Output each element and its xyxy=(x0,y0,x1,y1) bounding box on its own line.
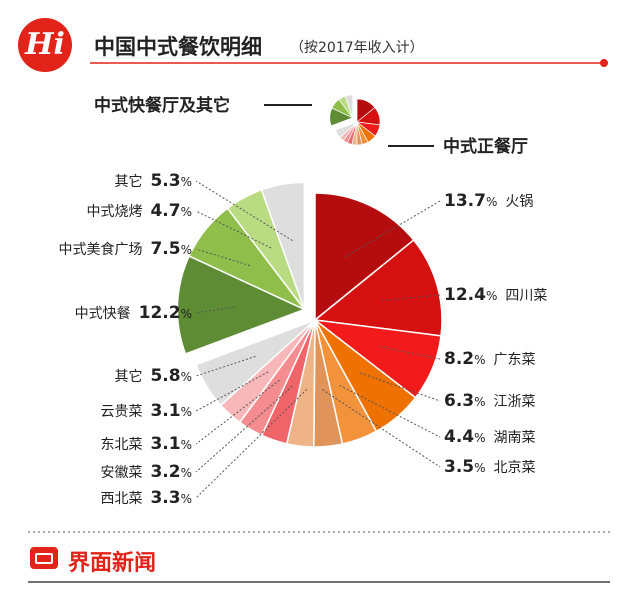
footer-brand-name: 界面新闻 xyxy=(68,551,157,576)
pie-group-formal xyxy=(195,192,443,448)
pie-slice-2 xyxy=(313,239,443,337)
slice-label-15: 其它 5.3% xyxy=(114,171,293,242)
slice-label-text-5: 4.4% 湖南菜 xyxy=(444,427,536,447)
leader-line-13 xyxy=(195,248,251,267)
slice-label-text-6: 3.5% 北京菜 xyxy=(444,457,536,477)
brand-logo-badge: Hi xyxy=(18,18,72,72)
leader-line-9 xyxy=(195,379,280,445)
thumbnail-slice-11 xyxy=(335,121,358,138)
slice-label-text-14: 中式烧烤 4.7% xyxy=(86,201,192,221)
slice-label-text-7: 西北菜 3.3% xyxy=(100,488,192,508)
slice-label-text-9: 东北菜 3.1% xyxy=(100,434,192,454)
slice-label-8: 安徽菜 3.2% xyxy=(100,385,293,482)
slice-label-text-13: 中式美食广场 7.5% xyxy=(58,239,192,259)
page-subtitle: （按2017年收入计） xyxy=(290,40,424,56)
thumbnail-pie xyxy=(329,94,381,146)
pie-group-fast-food xyxy=(176,181,307,355)
leader-line-15 xyxy=(195,180,293,242)
slice-label-9: 东北菜 3.1% xyxy=(100,379,280,454)
slice-label-text-2: 12.4% 四川菜 xyxy=(444,285,547,305)
pie-slice-1 xyxy=(314,192,415,322)
slice-label-text-10: 云贵菜 3.1% xyxy=(100,401,192,421)
slice-label-11: 其它 5.8% xyxy=(114,355,256,386)
leader-line-11 xyxy=(195,355,256,377)
leader-line-12 xyxy=(195,306,235,314)
leader-line-5 xyxy=(339,384,441,438)
slice-label-text-11: 其它 5.8% xyxy=(114,366,192,386)
slice-label-4: 6.3% 江浙菜 xyxy=(360,372,536,411)
thumbnail-label-fast-food: 中式快餐厅及其它 xyxy=(94,95,230,116)
leader-line-7 xyxy=(195,389,308,499)
header-rule-end-dot xyxy=(600,59,608,67)
pie-slice-11 xyxy=(195,319,316,407)
slice-label-2: 12.4% 四川菜 xyxy=(382,285,547,305)
leader-line-14 xyxy=(195,210,272,249)
slice-label-text-8: 安徽菜 3.2% xyxy=(100,462,192,482)
slice-label-1: 13.7% 火锅 xyxy=(344,191,533,258)
news-logo-icon xyxy=(30,547,58,569)
slice-label-14: 中式烧烤 4.7% xyxy=(86,201,272,249)
slice-label-7: 西北菜 3.3% xyxy=(100,389,308,508)
slice-label-text-4: 6.3% 江浙菜 xyxy=(444,391,536,411)
slice-label-text-3: 8.2% 广东菜 xyxy=(444,349,536,369)
thumbnail-slice-15 xyxy=(344,94,354,118)
main-pie xyxy=(176,181,443,448)
slice-label-text-1: 13.7% 火锅 xyxy=(444,191,533,211)
slice-label-12: 中式快餐 12.2% xyxy=(75,303,235,323)
pie-slice-12 xyxy=(176,255,307,355)
leader-line-2 xyxy=(382,294,441,302)
thumbnail-label-formal: 中式正餐厅 xyxy=(443,136,528,157)
slice-label-5: 4.4% 湖南菜 xyxy=(339,384,536,447)
leader-line-10 xyxy=(195,371,269,412)
slice-label-text-12: 中式快餐 12.2% xyxy=(75,303,192,323)
page-title: 中国中式餐饮明细 xyxy=(94,35,262,59)
slice-label-10: 云贵菜 3.1% xyxy=(100,371,269,421)
leader-line-6 xyxy=(321,389,441,468)
slice-label-6: 3.5% 北京菜 xyxy=(321,389,536,477)
pie-slice-15 xyxy=(260,181,306,310)
brand-logo-text: Hi xyxy=(25,27,65,62)
slice-label-13: 中式美食广场 7.5% xyxy=(58,239,251,267)
slice-label-text-15: 其它 5.3% xyxy=(114,171,192,191)
leader-line-8 xyxy=(195,385,293,473)
slice-label-3: 8.2% 广东菜 xyxy=(379,346,536,369)
